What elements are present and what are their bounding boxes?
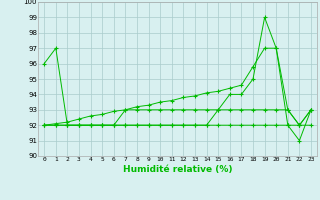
X-axis label: Humidité relative (%): Humidité relative (%) [123,165,232,174]
